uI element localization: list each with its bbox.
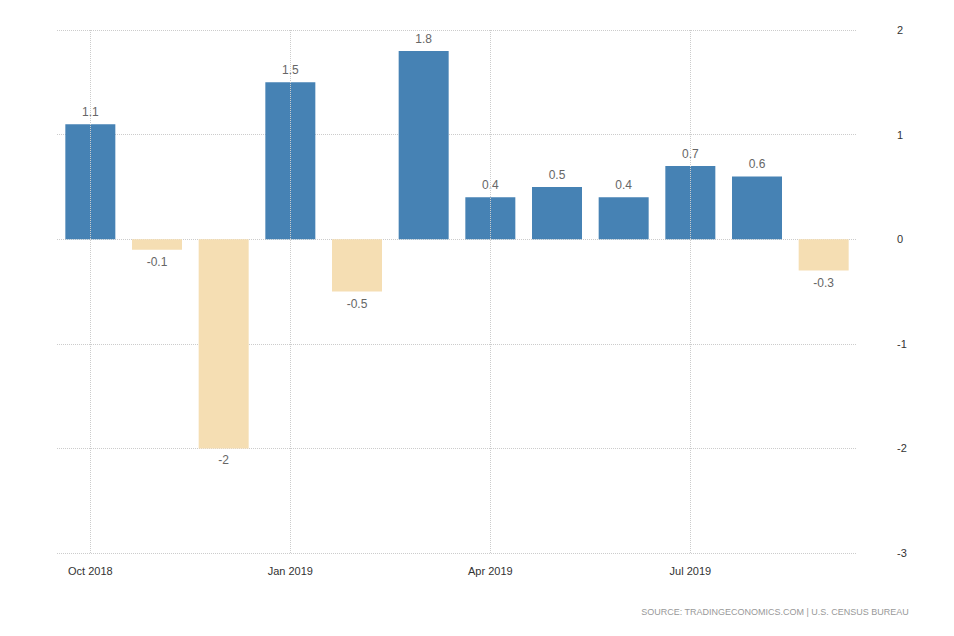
svg-text:1.1: 1.1	[82, 105, 99, 120]
svg-text:-1: -1	[897, 338, 907, 350]
svg-text:1.8: 1.8	[415, 32, 432, 46]
svg-text:Jul 2019: Jul 2019	[670, 565, 712, 577]
svg-text:Apr 2019: Apr 2019	[468, 565, 513, 577]
svg-text:0: 0	[897, 233, 903, 245]
svg-text:Oct 2018: Oct 2018	[68, 565, 113, 577]
svg-text:1.5: 1.5	[282, 63, 299, 78]
svg-text:0.5: 0.5	[549, 168, 566, 182]
svg-text:0.7: 0.7	[682, 147, 699, 161]
svg-text:-0.5: -0.5	[347, 297, 368, 311]
svg-text:0.4: 0.4	[615, 178, 632, 192]
svg-text:-2: -2	[218, 453, 229, 467]
svg-text:-3: -3	[897, 547, 907, 559]
svg-text:0.4: 0.4	[482, 178, 499, 193]
svg-text:SOURCE: TRADINGECONOMICS.COM |: SOURCE: TRADINGECONOMICS.COM | U.S. CENS…	[641, 607, 909, 617]
svg-text:0.6: 0.6	[749, 157, 766, 171]
svg-text:-0.3: -0.3	[813, 276, 834, 290]
svg-text:1: 1	[897, 129, 903, 141]
svg-text:-2: -2	[897, 442, 907, 454]
svg-text:2: 2	[897, 24, 903, 36]
svg-text:-0.1: -0.1	[147, 255, 168, 269]
svg-text:Jan 2019: Jan 2019	[268, 565, 313, 577]
